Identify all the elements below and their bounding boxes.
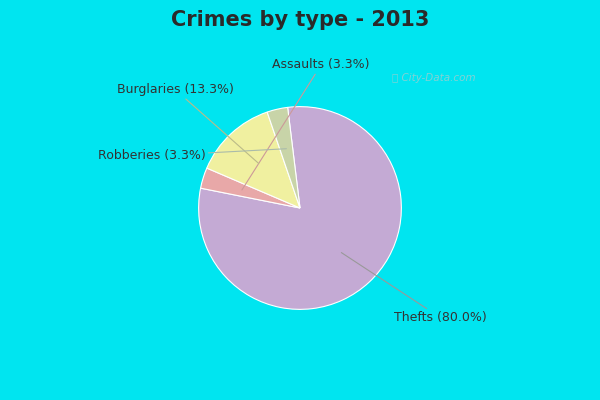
Text: Assaults (3.3%): Assaults (3.3%) <box>242 58 370 190</box>
Text: ⓘ City-Data.com: ⓘ City-Data.com <box>392 73 476 83</box>
Text: Thefts (80.0%): Thefts (80.0%) <box>341 252 487 324</box>
Wedge shape <box>200 168 300 208</box>
Text: Crimes by type - 2013: Crimes by type - 2013 <box>171 10 429 30</box>
Text: Burglaries (13.3%): Burglaries (13.3%) <box>117 83 259 164</box>
Text: Robberies (3.3%): Robberies (3.3%) <box>98 149 286 162</box>
Wedge shape <box>199 107 401 309</box>
Wedge shape <box>207 112 300 208</box>
Wedge shape <box>267 107 300 208</box>
